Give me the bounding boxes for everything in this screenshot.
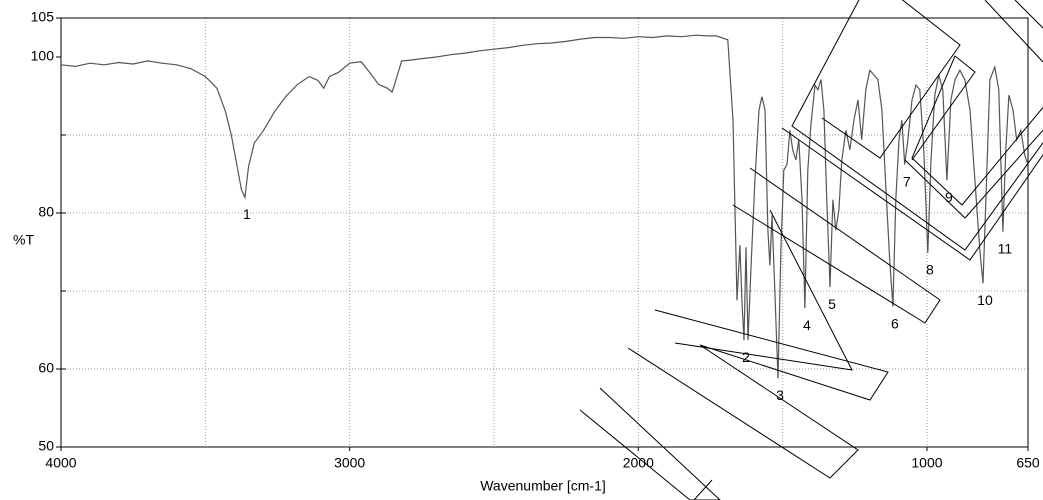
overlay-line [1014,0,1043,29]
peak-label: 3 [776,387,784,403]
y-tick-label: 105 [31,9,55,25]
peak-label: 1 [243,206,251,222]
overlay-shape [821,0,961,159]
x-tick-label: 4000 [45,455,76,471]
peak-label: 7 [903,173,911,189]
overlay-line [984,0,1043,63]
x-tick-label: 3000 [334,455,365,471]
plot-frame [60,17,1029,448]
y-tick-label: 50 [38,438,54,454]
x-tick-label: 2000 [623,455,654,471]
peak-label: 4 [803,317,811,333]
x-tick-label: 1000 [911,455,942,471]
spectrum-line [60,34,1029,379]
y-axis-label: %T [13,232,34,248]
y-tick-label: 60 [38,360,54,376]
peak-label: 11 [998,240,1013,256]
overlay-shape [732,167,941,324]
overlay-shape [904,55,1043,219]
overlay-shape [627,309,889,479]
y-tick-label: 100 [31,48,55,64]
overlay-shape [579,387,721,500]
y-tick-label: 80 [38,204,54,220]
peak-label: 9 [945,189,953,205]
x-axis-label: Wavenumber [cm-1] [480,478,606,494]
peak-label: 5 [828,296,836,312]
peak-label: 2 [742,349,750,365]
peak-label: 6 [891,315,899,331]
overlay-shape [674,209,853,371]
peak-label: 8 [926,261,934,277]
overlay-line [693,479,713,500]
x-tick-label: 650 [1016,455,1040,471]
peak-label: 10 [977,292,993,308]
overlay-shape [781,0,1043,261]
